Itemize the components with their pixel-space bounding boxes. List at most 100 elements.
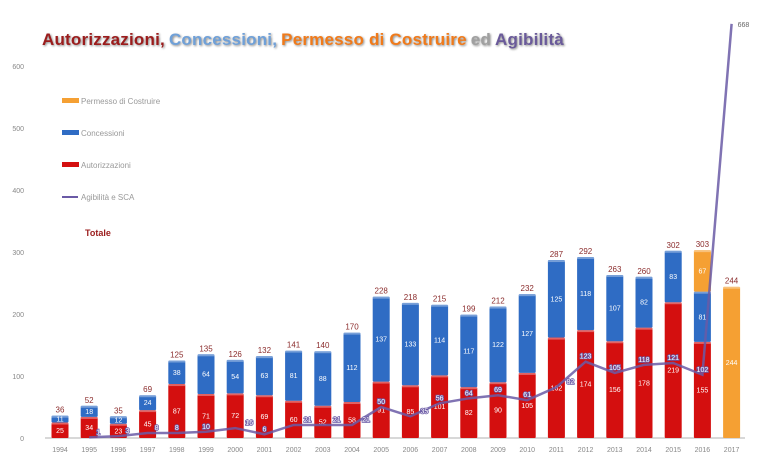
x-tick-label: 2014: [636, 447, 652, 454]
total-label: 170: [345, 323, 359, 332]
bar-highlight: [635, 327, 653, 330]
y-tick-label: 400: [12, 188, 24, 195]
bar-concessioni: [577, 256, 595, 331]
bar-autorizzazioni: [606, 341, 624, 438]
bar-value-label: 133: [405, 342, 417, 349]
bar-value-label: 174: [580, 382, 592, 389]
bar-value-label: 34: [85, 425, 93, 432]
x-tick-label: 2009: [490, 447, 506, 454]
legend-label: Autorizzazioni: [81, 161, 131, 170]
bar-highlight: [577, 330, 595, 333]
bar-value-label: 71: [202, 413, 210, 420]
bar-autorizzazioni: [372, 381, 390, 438]
legend-swatch: [62, 162, 79, 167]
bar-value-label: 72: [231, 413, 239, 420]
bar-highlight: [431, 375, 449, 378]
total-label: 126: [229, 350, 243, 359]
total-label: 135: [199, 344, 213, 353]
legend-swatch: [62, 98, 79, 103]
bar-concessioni: [518, 294, 536, 373]
bar-highlight: [109, 416, 127, 419]
bar-highlight: [285, 400, 303, 403]
legend-swatch: [62, 130, 79, 135]
bar-autorizzazioni: [51, 422, 69, 438]
bar-highlight: [226, 393, 244, 396]
bar-concessioni: [109, 416, 127, 424]
bar-highlight: [168, 384, 186, 387]
line-value-label: 21: [304, 417, 312, 424]
bar-highlight: [693, 341, 711, 344]
x-tick-label: 1999: [198, 447, 214, 454]
bar-highlight: [80, 405, 98, 408]
total-label: 302: [667, 241, 681, 250]
bar-value-label: 82: [465, 410, 473, 417]
total-label: 132: [258, 346, 272, 355]
bar-highlight: [343, 332, 361, 335]
line-value-label: 10: [202, 424, 210, 431]
bar-value-label: 18: [85, 409, 93, 416]
x-tick-label: 2010: [519, 447, 535, 454]
x-tick-label: 2015: [665, 447, 681, 454]
bar-value-label: 85: [407, 409, 415, 416]
bar-highlight: [664, 250, 682, 253]
bar-concessioni: [255, 356, 273, 396]
line-value-label: 69: [494, 387, 502, 394]
x-tick-label: 2013: [607, 447, 623, 454]
bar-autorizzazioni: [139, 410, 157, 438]
bar-autorizzazioni: [314, 405, 332, 438]
line-value-label: 123: [580, 354, 592, 361]
bar-value-label: 67: [699, 268, 707, 275]
bar-highlight: [80, 416, 98, 419]
total-label: 141: [287, 341, 301, 350]
line-value-label: 8: [175, 425, 179, 432]
x-tick-label: 2003: [315, 447, 331, 454]
bar-value-label: 118: [580, 291, 591, 298]
bar-value-label: 11: [56, 417, 63, 424]
bar-value-label: 24: [144, 400, 152, 407]
bar-value-label: 63: [261, 373, 269, 380]
bar-value-label: 25: [56, 428, 64, 435]
bar-value-label: 69: [261, 414, 269, 421]
bar-value-label: 82: [640, 300, 648, 307]
bar-highlight: [723, 286, 741, 289]
bar-highlight: [314, 351, 332, 354]
bar-autorizzazioni: [197, 393, 215, 438]
total-label: 263: [608, 265, 622, 274]
bar-value-label: 38: [173, 370, 181, 377]
bar-concessioni: [197, 354, 215, 394]
bar-highlight: [460, 314, 478, 317]
bar-highlight: [606, 274, 624, 277]
bar-highlight: [372, 296, 390, 299]
bar-highlight: [547, 337, 565, 340]
line-value-label: 21: [333, 417, 341, 424]
bar-value-label: 64: [202, 372, 210, 379]
bar-concessioni: [372, 296, 390, 382]
bar-value-label: 122: [492, 342, 504, 349]
bar-highlight: [314, 405, 332, 408]
bar-highlight: [197, 393, 215, 396]
bar-highlight: [693, 291, 711, 294]
bar-highlight: [255, 395, 273, 398]
line-value-label: 102: [697, 367, 709, 374]
bar-value-label: 101: [434, 404, 446, 411]
bar-value-label: 52: [319, 419, 327, 426]
x-tick-label: 2002: [286, 447, 302, 454]
chart-title: Autorizzazioni, Concessioni, Permesso di C…: [42, 30, 568, 50]
bar-value-label: 23: [115, 428, 123, 435]
bar-concessioni: [314, 351, 332, 406]
line-value-label: 16: [245, 420, 253, 427]
x-tick-label: 2008: [461, 447, 477, 454]
bar-concessioni: [460, 314, 478, 388]
x-tick-label: 2004: [344, 447, 360, 454]
bar-highlight: [255, 356, 273, 359]
x-tick-label: 2011: [549, 447, 564, 454]
totals-label: Totale: [85, 228, 111, 238]
title-part: Autorizzazioni,: [42, 30, 165, 49]
bar-highlight: [635, 276, 653, 279]
bar-concessioni: [51, 415, 69, 423]
bar-autorizzazioni: [577, 330, 595, 438]
bar-concessioni: [606, 274, 624, 342]
total-label: 212: [491, 297, 505, 306]
bar-concessioni: [80, 405, 98, 417]
